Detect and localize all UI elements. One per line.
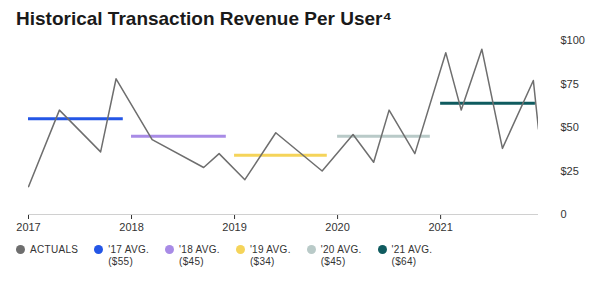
html-text:($64): ($64)	[391, 256, 417, 267]
html-text:'20 AVG.: '20 AVG.	[320, 244, 362, 255]
html-text:($55): ($55)	[108, 256, 134, 267]
html-text:'17 AVG.: '17 AVG.	[108, 244, 150, 255]
html-text:ACTUALS: ACTUALS	[30, 244, 79, 255]
html-text:($34): ($34)	[249, 256, 275, 267]
svg-text:$100: $100	[561, 34, 585, 46]
svg-text:2017: 2017	[16, 221, 40, 233]
svg-text:2021: 2021	[428, 221, 452, 233]
html-text:Historical Transaction Revenue: Historical Transaction Revenue Per User⁴	[16, 8, 392, 29]
svg-text:2018: 2018	[119, 221, 143, 233]
html-text:($45): ($45)	[320, 256, 346, 267]
svg-text:$50: $50	[561, 121, 579, 133]
svg-text:2019: 2019	[222, 221, 246, 233]
html-text:($45): ($45)	[179, 256, 204, 267]
svg-text:$25: $25	[561, 165, 579, 177]
html-text:'19 AVG.: '19 AVG.	[249, 244, 291, 255]
html-text:'18 AVG.: '18 AVG.	[179, 244, 220, 255]
svg-text:2020: 2020	[325, 221, 349, 233]
svg-text:$75: $75	[561, 78, 579, 90]
html-text:'21 AVG.: '21 AVG.	[391, 244, 433, 255]
svg-text:0: 0	[561, 208, 567, 220]
